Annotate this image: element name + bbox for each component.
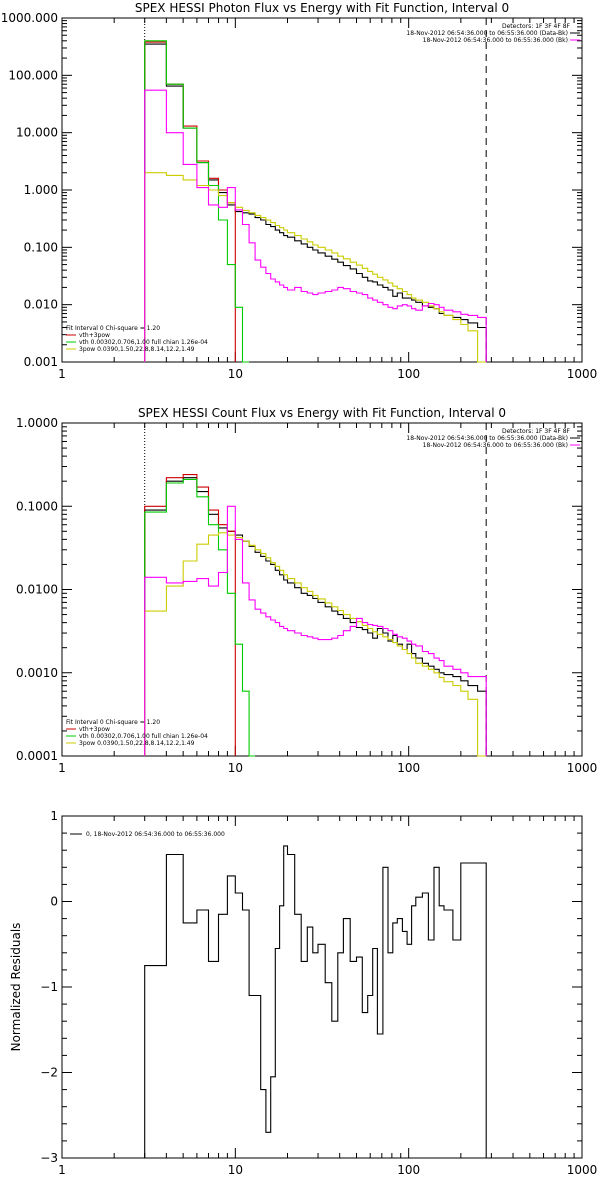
panel-2-x-tick-label: 1000	[567, 1163, 598, 1177]
panel-1-fit-legend-label: vth 0.00302,0.706,1.00 full chian 1.26e-…	[79, 733, 208, 740]
panel-0-fit-legend-label: vth 0.00302,0.706,1.00 full chian 1.26e-…	[79, 339, 208, 346]
panel-0-fit-legend-header: Fit Interval 0 Chi-square = 1.20	[66, 325, 160, 332]
panel-1-y-tick-label: 1.0000	[16, 416, 58, 430]
panel-1-series-1-histogram	[144, 474, 236, 756]
panel-0-y-tick-label: 1000.000	[1, 11, 58, 25]
panel-0-y-tick-label: 0.010	[24, 298, 58, 312]
panel-1-x-tick-label: 100	[397, 761, 420, 775]
panel-0-series-3-histogram	[144, 172, 487, 363]
panel-0-x-tick-label: 100	[397, 367, 420, 381]
panel-1-series-2-histogram	[144, 478, 256, 757]
panel-1-x-tick-label: 1	[58, 761, 66, 775]
panel-0-legend-entry-label: 18-Nov-2012 06:54:36.000 to 06:55:36.000…	[423, 37, 568, 44]
panel-0-fit-legend-label: 3pow 0.0390,1.50,22.8,8.14,12.2,1.49	[79, 346, 195, 353]
panel-1-x-tick-label: 10	[228, 761, 243, 775]
panel-1-title: SPEX HESSI Count Flux vs Energy with Fit…	[138, 406, 506, 420]
panel-2-y-tick-label: −3	[40, 1151, 58, 1165]
panel-0-x-tick-label: 1000	[567, 367, 598, 381]
panel-2-plot-frame	[61, 815, 583, 1159]
panel-2-legend-label: 0, 18-Nov-2012 06:54:36.000 to 06:55:36.…	[86, 831, 225, 838]
panel-0-series-2-histogram	[144, 40, 250, 363]
panel-0-legend-header: Detectors: 1F 3F 4F 8F	[502, 23, 571, 30]
panel-1-fit-legend-header: Fit Interval 0 Chi-square = 1.20	[66, 719, 160, 726]
panel-1-plot-frame	[61, 422, 583, 757]
panel-2-y-tick-label: −1	[40, 980, 58, 994]
panel-0-title: SPEX HESSI Photon Flux vs Energy with Fi…	[135, 1, 509, 15]
panel-0-x-tick-label: 1	[58, 367, 66, 381]
panel-1-fit-legend-label: 3pow 0.0390,1.50,22.8,8.14,12.2,1.49	[79, 740, 195, 747]
panel-0-y-tick-label: 100.000	[8, 68, 58, 82]
panel-1-series-4-histogram	[144, 505, 487, 756]
panel-1-legend-entry-label: 18-Nov-2012 06:54:36.000 to 06:55:36.000…	[406, 435, 568, 442]
panel-1-legend-header: Detectors: 1F 3F 4F 8F	[502, 428, 571, 435]
panel-2-series-0-histogram	[144, 845, 487, 1158]
panel-0-legend-entry-label: 18-Nov-2012 06:54:36.000 to 06:55:36.000…	[406, 30, 568, 37]
panel-2-x-tick-label: 10	[228, 1163, 243, 1177]
panel-2-y-tick-label: 1	[50, 809, 58, 823]
panel-0-y-tick-label: 10.000	[16, 126, 58, 140]
panel-0-series-4-histogram	[144, 89, 487, 362]
panel-1-series-3-histogram	[144, 532, 487, 757]
panel-2-y-tick-label: −2	[40, 1066, 58, 1080]
panel-1-y-tick-label: 0.0010	[16, 666, 58, 680]
panel-1-x-tick-label: 1000	[567, 761, 598, 775]
panel-1-y-tick-label: 0.0001	[16, 749, 58, 763]
panel-2-x-tick-label: 100	[397, 1163, 420, 1177]
panel-0-y-tick-label: 0.001	[24, 355, 58, 369]
panel-2-y-tick-label: 0	[50, 895, 58, 909]
panel-1-fit-legend-label: vth+3pow	[79, 726, 110, 733]
panel-0-series-0-histogram	[144, 43, 487, 362]
panel-2-y-axis-label: Normalized Residuals	[9, 923, 23, 1052]
panel-0-x-tick-label: 10	[228, 367, 243, 381]
panel-0-fit-legend-label: vth+3pow	[79, 332, 110, 339]
panel-1-y-tick-label: 0.0100	[16, 583, 58, 597]
panel-2-x-tick-label: 1	[58, 1163, 66, 1177]
panel-1-y-tick-label: 0.1000	[16, 499, 58, 513]
panel-0-y-tick-label: 1.000	[24, 183, 58, 197]
panel-0-plot-frame	[61, 17, 583, 363]
panel-1-series-0-histogram	[144, 477, 487, 756]
panel-0-y-tick-label: 0.100	[24, 240, 58, 254]
panel-1-legend-entry-label: 18-Nov-2012 06:54:36.000 to 06:55:36.000…	[423, 442, 568, 449]
